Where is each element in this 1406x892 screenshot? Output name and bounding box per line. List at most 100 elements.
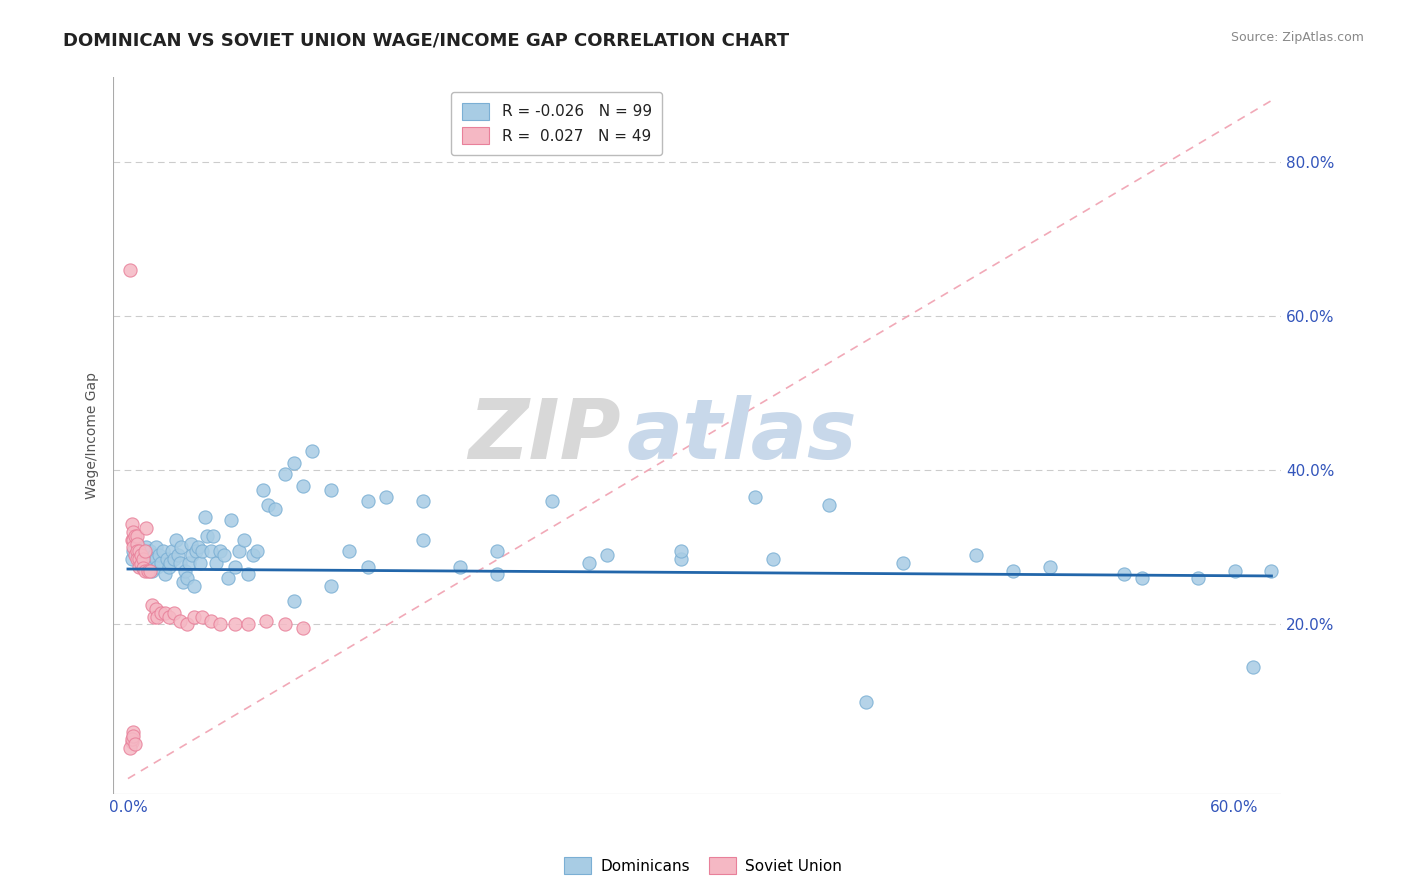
- Point: [139, 552, 162, 566]
- Point: [157, 609, 180, 624]
- Point: [283, 594, 305, 608]
- Point: [224, 559, 246, 574]
- Point: [292, 479, 315, 493]
- Point: [153, 606, 176, 620]
- Point: [252, 483, 274, 497]
- Point: [131, 561, 153, 575]
- Point: [127, 544, 149, 558]
- Point: [181, 548, 204, 562]
- Point: [257, 498, 280, 512]
- Point: [264, 502, 287, 516]
- Point: [163, 552, 186, 566]
- Point: [246, 544, 269, 558]
- Point: [1260, 564, 1282, 578]
- Point: [121, 533, 143, 547]
- Point: [118, 263, 141, 277]
- Point: [292, 621, 315, 635]
- Point: [166, 548, 188, 562]
- Point: [172, 575, 194, 590]
- Point: [449, 559, 471, 574]
- Point: [274, 617, 297, 632]
- Point: [190, 609, 212, 624]
- Point: [217, 571, 239, 585]
- Point: [122, 729, 145, 743]
- Text: DOMINICAN VS SOVIET UNION WAGE/INCOME GAP CORRELATION CHART: DOMINICAN VS SOVIET UNION WAGE/INCOME GA…: [63, 31, 789, 49]
- Point: [150, 556, 173, 570]
- Point: [1241, 660, 1264, 674]
- Point: [134, 544, 156, 558]
- Point: [124, 548, 146, 562]
- Point: [242, 548, 264, 562]
- Point: [212, 548, 235, 562]
- Point: [254, 614, 277, 628]
- Point: [224, 617, 246, 632]
- Point: [141, 599, 163, 613]
- Point: [146, 609, 169, 624]
- Point: [135, 556, 157, 570]
- Point: [1112, 567, 1135, 582]
- Point: [319, 483, 342, 497]
- Point: [1223, 564, 1246, 578]
- Point: [156, 552, 179, 566]
- Point: [233, 533, 256, 547]
- Point: [541, 494, 564, 508]
- Point: [274, 467, 297, 482]
- Y-axis label: Wage/Income Gap: Wage/Income Gap: [86, 372, 100, 500]
- Point: [183, 609, 205, 624]
- Point: [128, 552, 150, 566]
- Text: ZIP: ZIP: [468, 395, 621, 476]
- Point: [127, 536, 149, 550]
- Point: [128, 541, 150, 555]
- Point: [205, 556, 228, 570]
- Point: [157, 559, 180, 574]
- Point: [121, 731, 143, 746]
- Point: [121, 552, 143, 566]
- Point: [485, 567, 508, 582]
- Point: [228, 544, 250, 558]
- Point: [1002, 564, 1025, 578]
- Point: [127, 548, 149, 562]
- Point: [134, 564, 156, 578]
- Point: [127, 529, 149, 543]
- Point: [283, 456, 305, 470]
- Legend: Dominicans, Soviet Union: Dominicans, Soviet Union: [558, 851, 848, 880]
- Point: [412, 533, 434, 547]
- Point: [146, 559, 169, 574]
- Point: [891, 556, 914, 570]
- Point: [762, 552, 785, 566]
- Text: Source: ZipAtlas.com: Source: ZipAtlas.com: [1230, 31, 1364, 45]
- Point: [188, 556, 211, 570]
- Point: [194, 509, 217, 524]
- Point: [135, 541, 157, 555]
- Point: [129, 558, 152, 572]
- Point: [195, 529, 218, 543]
- Point: [180, 536, 202, 550]
- Point: [1039, 559, 1062, 574]
- Point: [236, 567, 259, 582]
- Point: [128, 544, 150, 558]
- Point: [127, 536, 149, 550]
- Point: [122, 541, 145, 555]
- Point: [131, 548, 153, 562]
- Point: [209, 544, 232, 558]
- Point: [131, 559, 153, 574]
- Point: [855, 694, 877, 708]
- Point: [169, 614, 191, 628]
- Point: [145, 552, 167, 566]
- Point: [1187, 571, 1209, 585]
- Point: [1130, 571, 1153, 585]
- Point: [122, 544, 145, 558]
- Point: [124, 737, 146, 751]
- Point: [578, 556, 600, 570]
- Point: [219, 513, 242, 527]
- Point: [160, 544, 183, 558]
- Point: [176, 571, 198, 585]
- Point: [186, 544, 208, 558]
- Point: [124, 529, 146, 543]
- Point: [187, 541, 209, 555]
- Point: [141, 564, 163, 578]
- Point: [142, 609, 165, 624]
- Point: [152, 544, 174, 558]
- Point: [177, 556, 200, 570]
- Point: [190, 544, 212, 558]
